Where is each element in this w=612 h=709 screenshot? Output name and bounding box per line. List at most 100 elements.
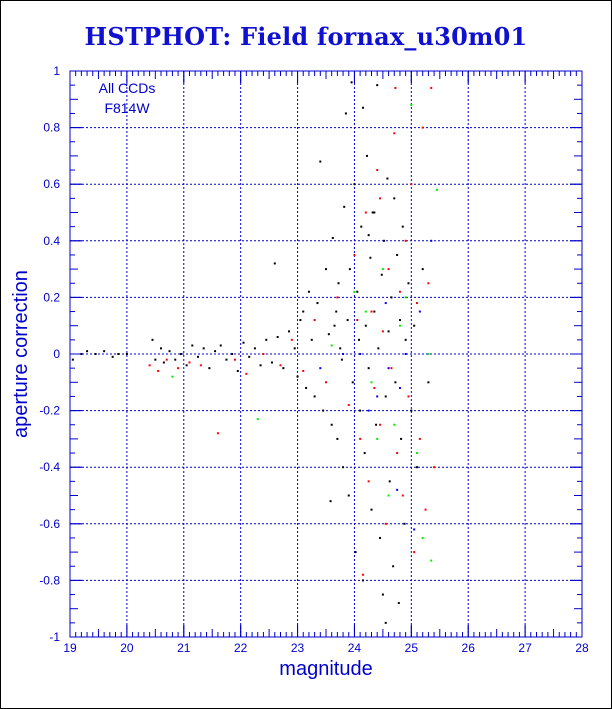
data-point (165, 358, 168, 361)
data-point (199, 364, 202, 367)
data-point (381, 268, 384, 271)
data-point (387, 367, 390, 370)
data-point (379, 423, 382, 426)
data-point (407, 395, 410, 398)
data-point (416, 466, 419, 469)
data-point (202, 347, 205, 350)
data-point (245, 372, 248, 375)
data-point (343, 205, 346, 208)
data-point (248, 355, 251, 358)
data-point (86, 350, 89, 353)
data-point (319, 367, 322, 370)
data-point (322, 409, 325, 412)
data-point (219, 344, 222, 347)
x-tick-label: 20 (120, 641, 134, 655)
x-tick-label: 27 (518, 641, 532, 655)
data-point (216, 432, 219, 435)
data-point (384, 522, 387, 525)
data-point (363, 452, 366, 455)
data-point (397, 602, 400, 605)
data-point (373, 386, 376, 389)
data-point (253, 347, 256, 350)
data-point (370, 508, 373, 511)
data-point (427, 282, 430, 285)
data-point (282, 367, 285, 370)
data-point (350, 81, 353, 84)
data-point (325, 268, 327, 271)
data-point (383, 239, 386, 242)
data-point (357, 338, 360, 341)
data-point (364, 324, 367, 327)
data-point (421, 536, 424, 539)
data-point (302, 310, 305, 313)
data-point (361, 106, 364, 109)
data-point (403, 522, 406, 525)
data-point (370, 381, 373, 384)
grid-lines (70, 71, 582, 637)
data-point (376, 437, 379, 440)
x-tick-label: 24 (348, 641, 362, 655)
data-point (384, 302, 387, 305)
data-point (299, 319, 302, 322)
data-point (404, 296, 407, 299)
data-point (313, 319, 316, 322)
data-point (329, 500, 332, 503)
data-point (361, 579, 364, 582)
data-point (410, 183, 413, 186)
data-point (71, 358, 74, 361)
data-point (225, 358, 228, 361)
data-point (293, 347, 296, 350)
data-point (353, 253, 356, 256)
data-point (354, 551, 357, 554)
data-point (330, 344, 333, 347)
y-tick-label: 0.6 (43, 177, 60, 191)
y-tick-label: -1 (49, 630, 60, 644)
y-tick-label: -0.6 (39, 517, 60, 531)
data-point (427, 353, 430, 355)
data-point (394, 86, 397, 89)
x-tick-label: 22 (234, 641, 248, 655)
data-point (125, 353, 128, 355)
data-point (290, 338, 293, 341)
data-point (413, 551, 416, 554)
data-point (242, 341, 245, 344)
y-axis-label: aperture correction (10, 270, 32, 438)
data-point (401, 225, 404, 228)
data-point (171, 375, 174, 378)
data-point (361, 573, 364, 576)
data-point (296, 375, 299, 378)
data-point (157, 369, 160, 372)
data-point (387, 330, 390, 333)
data-point (353, 183, 356, 186)
y-tick-label: 0.2 (43, 290, 60, 304)
data-point (398, 324, 401, 327)
data-point (413, 528, 416, 531)
data-point (316, 302, 319, 305)
x-tick-label: 21 (177, 641, 191, 655)
data-point (364, 211, 367, 214)
data-point (416, 302, 419, 305)
data-point (151, 338, 154, 341)
data-point (356, 319, 359, 322)
y-tick-label: -0.2 (39, 404, 60, 418)
data-point (191, 344, 194, 347)
data-point (421, 126, 424, 129)
data-point (340, 358, 343, 361)
annotation-filter: F814W (104, 100, 150, 116)
data-point (339, 347, 342, 350)
data-point (379, 197, 382, 200)
data-point (393, 132, 396, 135)
y-tick-label: 0.8 (43, 121, 60, 135)
x-tick-label: 26 (462, 641, 476, 655)
data-point (404, 338, 407, 341)
data-point (346, 319, 349, 322)
data-point (188, 361, 191, 364)
y-tick-label: 1 (53, 64, 60, 78)
data-point (359, 353, 362, 355)
data-point (398, 386, 401, 389)
data-point (236, 369, 239, 372)
data-point (208, 367, 211, 370)
data-point (319, 160, 322, 163)
data-point (373, 310, 376, 313)
